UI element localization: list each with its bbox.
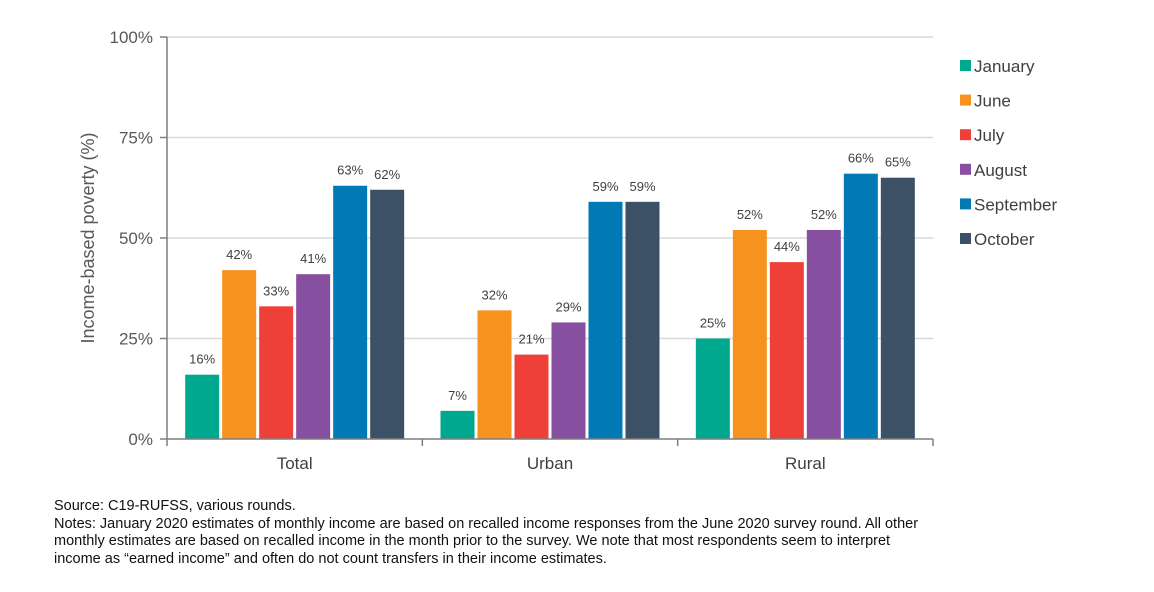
bar-july-rural xyxy=(769,262,804,439)
legend-item-july: July xyxy=(960,126,1005,145)
source-note: Source: C19-RUFSS, various rounds. xyxy=(54,498,296,514)
data-label: 7% xyxy=(448,388,467,403)
legend-label: September xyxy=(974,195,1057,214)
y-axis-label: Income-based poverty (%) xyxy=(78,132,98,343)
bar-june-rural xyxy=(732,229,767,439)
chart-notes: Source: C19-RUFSS, various rounds. Notes… xyxy=(54,498,1134,568)
legend-swatch xyxy=(960,129,971,141)
notes-line-2: monthly estimates are based on recalled … xyxy=(54,533,891,549)
data-label: 25% xyxy=(700,316,726,331)
legend-label: June xyxy=(974,92,1011,111)
legend-swatch xyxy=(960,233,971,244)
legend-label: January xyxy=(974,57,1035,76)
gridlines xyxy=(167,36,933,340)
data-label: 32% xyxy=(481,287,507,302)
data-label: 59% xyxy=(592,179,618,194)
category-label-total: Total xyxy=(277,454,313,473)
data-label: 65% xyxy=(885,155,911,170)
category-label-rural: Rural xyxy=(785,454,826,473)
category-label-urban: Urban xyxy=(527,454,573,473)
bar-january-urban xyxy=(440,410,475,439)
bar-october-urban xyxy=(625,201,660,439)
bar-january-rural xyxy=(695,338,730,439)
y-tick-label: 75% xyxy=(119,129,153,148)
bar-august-urban xyxy=(551,322,586,439)
legend-swatch xyxy=(960,60,971,71)
data-label: 29% xyxy=(555,299,581,314)
data-label: 66% xyxy=(848,151,874,166)
data-label: 52% xyxy=(737,207,763,222)
notes-line-1: Notes: January 2020 estimates of monthly… xyxy=(54,515,919,532)
bar-june-urban xyxy=(477,310,512,439)
bars xyxy=(185,173,915,439)
data-label: 44% xyxy=(774,239,800,254)
y-tick-label: 25% xyxy=(119,330,153,349)
bar-chart: 0% 25% 50% 75% 100% Total Urban Rural 16% 42% 33… xyxy=(78,28,1057,473)
bar-september-rural xyxy=(843,173,878,439)
bar-september-urban xyxy=(588,201,623,439)
y-tick-labels: 0% 25% 50% 75% 100% xyxy=(110,28,153,449)
notes-line-3: income as “earned income” and often do n… xyxy=(54,550,607,567)
y-tick-label: 0% xyxy=(128,430,153,449)
category-labels: Total Urban Rural xyxy=(277,454,826,473)
legend-item-august: August xyxy=(960,161,1027,180)
data-labels: 16% 42% 33% 41% 63% 62% 7% 32% 21% 29% 59% 59% 25% 52… xyxy=(189,151,911,403)
legend-label: August xyxy=(974,161,1027,180)
bar-october-total xyxy=(370,189,405,439)
axes xyxy=(160,36,934,446)
legend-item-september: September xyxy=(960,195,1057,214)
legend-label: October xyxy=(974,230,1035,249)
legend: January June July August September October xyxy=(960,57,1057,249)
data-label: 62% xyxy=(374,167,400,182)
y-tick-label: 100% xyxy=(110,28,153,47)
bar-july-urban xyxy=(514,354,549,439)
bar-august-total xyxy=(296,274,331,439)
bar-july-total xyxy=(259,306,294,439)
legend-item-january: January xyxy=(960,57,1035,76)
bar-october-rural xyxy=(880,177,915,439)
data-label: 41% xyxy=(300,251,326,266)
legend-label: July xyxy=(974,126,1005,145)
legend-swatch xyxy=(960,94,971,106)
y-tick-label: 50% xyxy=(119,229,153,248)
bar-june-total xyxy=(222,270,257,439)
data-label: 33% xyxy=(263,283,289,298)
legend-swatch xyxy=(960,163,971,175)
bar-september-total xyxy=(333,185,368,439)
data-label: 59% xyxy=(629,179,655,194)
legend-item-october: October xyxy=(960,230,1035,249)
data-label: 52% xyxy=(811,207,837,222)
data-label: 42% xyxy=(226,247,252,262)
legend-swatch xyxy=(960,198,971,210)
data-label: 16% xyxy=(189,352,215,367)
data-label: 63% xyxy=(337,163,363,178)
data-label: 21% xyxy=(518,332,544,347)
legend-item-june: June xyxy=(960,92,1011,111)
bar-january-total xyxy=(185,374,220,439)
bar-august-rural xyxy=(806,229,841,439)
